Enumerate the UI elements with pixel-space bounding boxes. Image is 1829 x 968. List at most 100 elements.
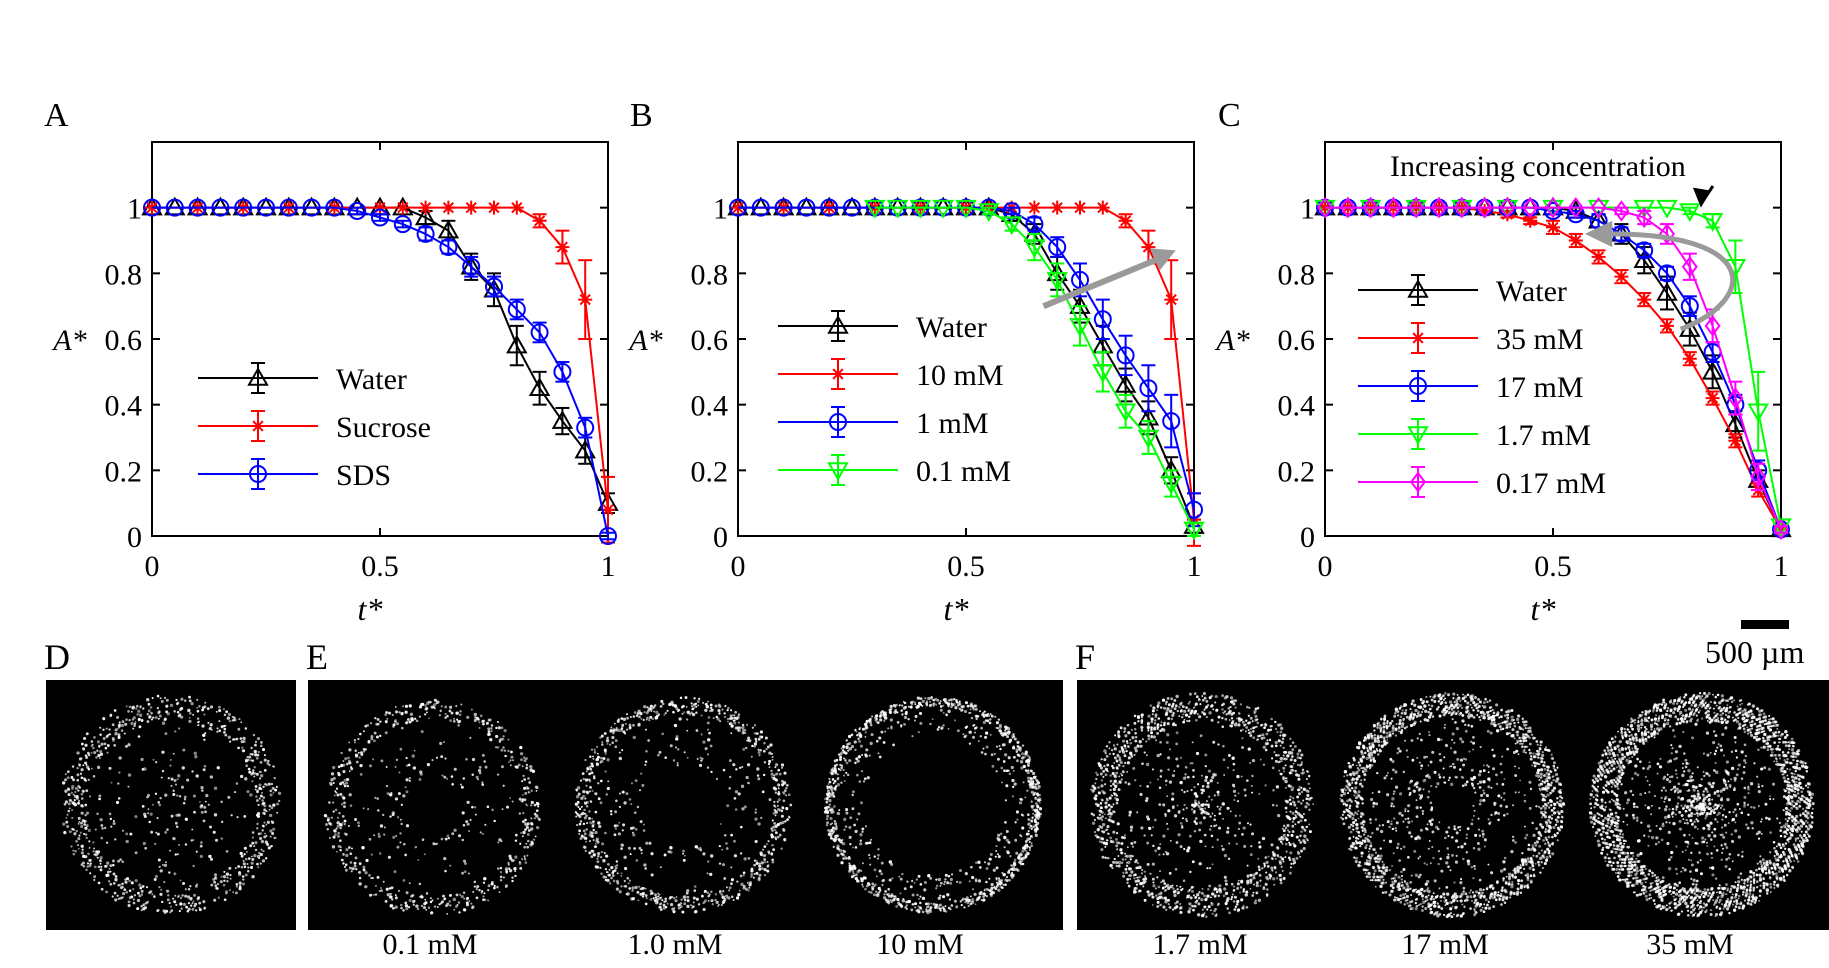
speckle	[210, 883, 214, 887]
speckle	[755, 871, 759, 875]
speckle	[241, 746, 244, 749]
speckle	[575, 803, 579, 807]
speckle	[466, 896, 469, 900]
speckle	[1307, 782, 1310, 785]
speckle	[827, 832, 832, 837]
speckle	[1268, 738, 1272, 742]
speckle	[577, 792, 581, 796]
speckle	[841, 764, 844, 767]
speckle	[1228, 718, 1231, 721]
speckle	[523, 778, 527, 782]
speckle	[684, 696, 688, 699]
data-point	[1591, 249, 1606, 264]
speckle	[98, 797, 101, 801]
speckle	[471, 773, 474, 776]
speckle	[251, 836, 255, 839]
speckle	[324, 822, 329, 827]
speckle	[98, 745, 101, 748]
speckle	[354, 754, 359, 758]
speckle	[944, 873, 948, 877]
speckle	[742, 747, 746, 751]
speckle	[269, 813, 273, 818]
speckle	[180, 785, 185, 789]
speckle	[916, 893, 919, 897]
speckle	[108, 812, 112, 816]
speckle	[848, 856, 851, 858]
speckle	[223, 879, 226, 882]
speckle	[888, 860, 892, 864]
speckle	[262, 785, 265, 788]
speckle	[481, 832, 484, 835]
speckle	[968, 712, 971, 714]
speckle	[1094, 782, 1097, 785]
speckle	[1226, 766, 1230, 769]
data-point	[1701, 213, 1724, 232]
speckle	[1296, 763, 1300, 767]
speckle	[1301, 825, 1304, 829]
speckle	[594, 810, 598, 814]
speckle	[161, 863, 164, 866]
speckle	[702, 852, 706, 856]
speckle	[739, 852, 743, 855]
speckle	[995, 745, 999, 748]
data-point	[1118, 213, 1133, 228]
data-point	[1656, 199, 1678, 219]
speckle	[581, 772, 585, 775]
speckle	[763, 845, 767, 848]
speckle	[223, 727, 227, 731]
speckle	[367, 740, 371, 744]
speckle	[66, 776, 70, 780]
legend-marker	[827, 314, 849, 334]
speckle	[972, 735, 975, 739]
speckle	[725, 894, 729, 898]
speckle	[874, 883, 877, 886]
speckle	[463, 862, 467, 865]
speckle	[77, 847, 80, 850]
speckle	[522, 793, 524, 796]
speckle	[917, 730, 920, 734]
speckle	[1131, 845, 1135, 848]
speckle	[186, 910, 190, 913]
speckle	[664, 756, 667, 759]
speckle	[157, 717, 160, 720]
speckle	[949, 877, 953, 882]
speckle	[263, 821, 266, 824]
speckle	[1003, 835, 1007, 840]
speckle	[592, 755, 594, 758]
speckle	[348, 793, 352, 797]
speckle	[342, 770, 346, 774]
speckle	[588, 765, 592, 769]
speckle	[1127, 756, 1131, 760]
speckle	[766, 865, 769, 868]
speckle	[785, 786, 788, 790]
speckle	[881, 883, 884, 887]
speckle	[73, 799, 76, 802]
speckle	[1032, 804, 1035, 807]
speckle	[628, 879, 632, 882]
speckle	[202, 768, 206, 772]
speckle	[756, 767, 760, 771]
speckle	[995, 726, 998, 729]
speckle	[759, 749, 762, 752]
speckle	[633, 711, 637, 714]
speckle	[488, 732, 492, 736]
speckle	[1204, 753, 1208, 757]
y-tick-label: 0.6	[1278, 324, 1316, 357]
speckle	[708, 731, 711, 735]
speckle	[1036, 814, 1039, 817]
speckle	[1288, 871, 1292, 875]
speckle	[277, 791, 282, 795]
speckle	[418, 715, 421, 718]
speckle	[614, 745, 618, 749]
speckle	[777, 768, 781, 772]
speckle	[1281, 842, 1284, 845]
speckle	[74, 786, 79, 791]
speckle	[175, 702, 179, 706]
speckle	[856, 773, 859, 777]
data-point	[1724, 413, 1747, 433]
speckle	[1123, 761, 1127, 765]
speckle	[336, 834, 340, 838]
speckle	[982, 895, 986, 898]
speckle	[704, 708, 708, 712]
data-point	[1567, 197, 1584, 219]
